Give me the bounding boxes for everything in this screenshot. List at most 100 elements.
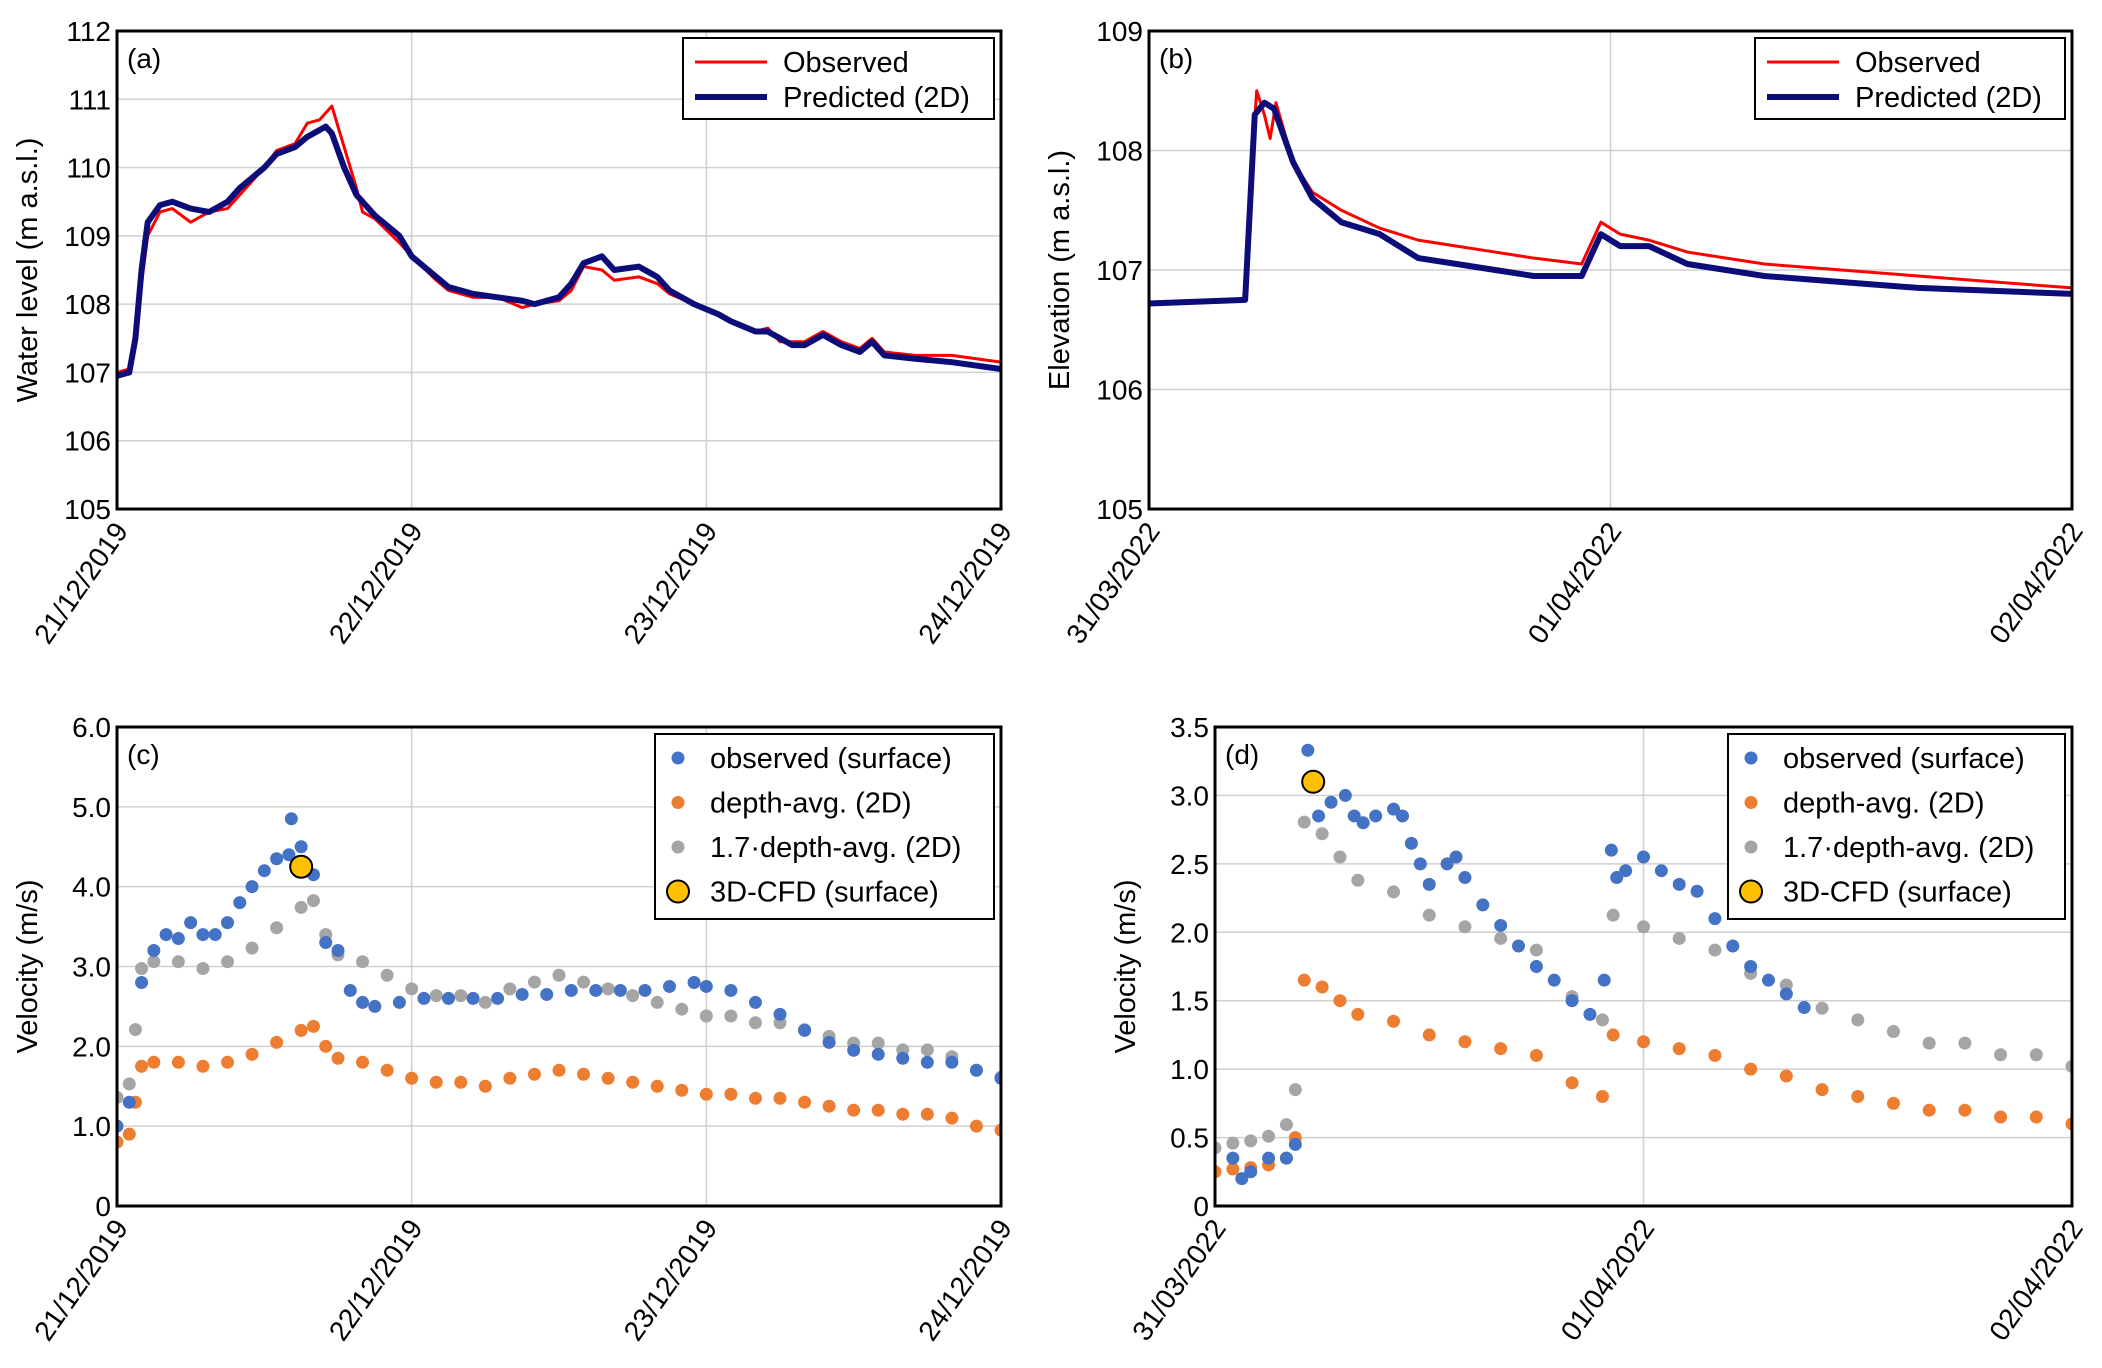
- data-point: [1690, 884, 1704, 898]
- x-tick-label: 23/12/2019: [617, 1214, 723, 1347]
- data-point: [1994, 1110, 2008, 1124]
- data-point: [1279, 1151, 1293, 1165]
- data-point: [2029, 1110, 2043, 1124]
- cfd-point: [1301, 769, 1326, 794]
- data-point: [270, 921, 284, 935]
- data-point: [847, 1043, 861, 1057]
- data-point: [1387, 885, 1401, 899]
- legend-box: [1727, 733, 2066, 920]
- data-point: [650, 995, 664, 1009]
- data-point: [503, 982, 517, 996]
- legend-label: observed (surface): [1783, 743, 2025, 775]
- data-point: [1356, 816, 1370, 830]
- data-point: [466, 991, 480, 1005]
- data-point: [1595, 1090, 1609, 1104]
- data-point: [1333, 850, 1347, 864]
- y-tick-label: 4.0: [72, 872, 111, 903]
- x-tick-label: 01/04/2022: [1555, 1214, 1661, 1347]
- data-point: [1458, 871, 1472, 885]
- data-point: [871, 1103, 885, 1117]
- data-point: [319, 936, 333, 950]
- plot-frame: [115, 725, 1003, 1208]
- data-point: [920, 1107, 934, 1121]
- data-point: [1422, 908, 1436, 922]
- y-tick-label: 105: [64, 494, 111, 525]
- legend: observed (surface) depth-avg. (2D) 1.7·dep…: [1727, 733, 2066, 920]
- data-point: [638, 983, 652, 997]
- x-tick-label: 22/12/2019: [323, 1214, 429, 1347]
- data-point: [1565, 1076, 1579, 1090]
- y-tick-label: 2.0: [1170, 917, 1209, 948]
- data-point: [429, 1075, 443, 1089]
- data-point: [1958, 1036, 1972, 1050]
- data-point: [1779, 978, 1793, 992]
- data-point: [1404, 836, 1418, 850]
- data-point: [1512, 939, 1526, 953]
- data-point: [1301, 743, 1315, 757]
- data-point: [920, 1043, 934, 1057]
- data-point: [1297, 973, 1311, 987]
- data-point: [1606, 908, 1620, 922]
- data-point: [675, 1002, 689, 1016]
- data-point: [699, 1087, 713, 1101]
- series-predicted-2d-line: [1149, 99, 2072, 307]
- data-point: [1779, 987, 1793, 1001]
- data-point: [1494, 1042, 1508, 1056]
- data-point: [1494, 918, 1508, 932]
- data-point: [552, 968, 566, 982]
- data-point: [748, 1016, 762, 1030]
- plot-frame: [1147, 29, 2074, 511]
- data-point: [1226, 1151, 1240, 1165]
- plot-frame: [1213, 725, 2074, 1208]
- data-point: [208, 928, 222, 942]
- panel-d: 0 0.5 1.0 1.5 2.0 2.5 3.0 3.5 31/03/2022 01/04/20…: [1110, 712, 2089, 1346]
- legend-label: observed (surface): [710, 743, 952, 775]
- data-point: [1244, 1165, 1258, 1179]
- data-point: [1215, 1165, 1222, 1179]
- data-point: [196, 928, 210, 942]
- x-tick-label: 02/04/2022: [1983, 517, 2089, 650]
- data-point: [626, 1075, 640, 1089]
- data-point: [2029, 1048, 2043, 1062]
- data-point: [1244, 1134, 1258, 1148]
- y-tick-label: 106: [64, 426, 111, 457]
- data-point: [1672, 877, 1686, 891]
- legend-marker: [671, 840, 685, 854]
- data-point: [380, 968, 394, 982]
- data-point: [675, 1083, 689, 1097]
- data-point: [1297, 815, 1311, 829]
- data-point: [1654, 864, 1668, 878]
- data-point: [331, 1051, 345, 1065]
- data-point: [1637, 1035, 1650, 1049]
- legend-label: 3D-CFD (surface): [1783, 877, 2012, 909]
- x-tick-label: 02/04/2022: [1983, 1214, 2089, 1347]
- data-point: [1610, 871, 1624, 885]
- plot-frame: [115, 29, 1003, 511]
- x-tick-label: 21/12/2019: [28, 1214, 134, 1347]
- data-point: [773, 1091, 787, 1105]
- data-point: [392, 995, 406, 1009]
- data-point: [368, 999, 382, 1013]
- legend-label: 1.7·depth-avg. (2D): [1783, 832, 2034, 864]
- data-point: [822, 1035, 836, 1049]
- data-point: [1815, 1083, 1829, 1097]
- legend-marker: [671, 796, 685, 809]
- data-point: [1595, 1013, 1609, 1027]
- data-point: [1351, 873, 1365, 887]
- y-tick-label: 1.0: [1170, 1054, 1209, 1085]
- data-point: [1351, 1007, 1365, 1021]
- y-tick-label: 5.0: [72, 792, 111, 823]
- data-point: [282, 848, 296, 862]
- data-point: [1672, 931, 1686, 945]
- data-point: [822, 1099, 836, 1113]
- y-tick-label: 3.0: [72, 952, 111, 983]
- y-tick-label: 110: [66, 153, 111, 184]
- cfd-point: [289, 854, 314, 879]
- data-point: [1529, 960, 1543, 973]
- y-axis-label: Elevation (m a.s.l.): [1044, 150, 1076, 390]
- data-point: [847, 1103, 861, 1117]
- data-point: [245, 880, 259, 894]
- data-point: [284, 812, 298, 826]
- series-observed-line: [117, 104, 1001, 374]
- x-tick-label: 22/12/2019: [323, 517, 429, 650]
